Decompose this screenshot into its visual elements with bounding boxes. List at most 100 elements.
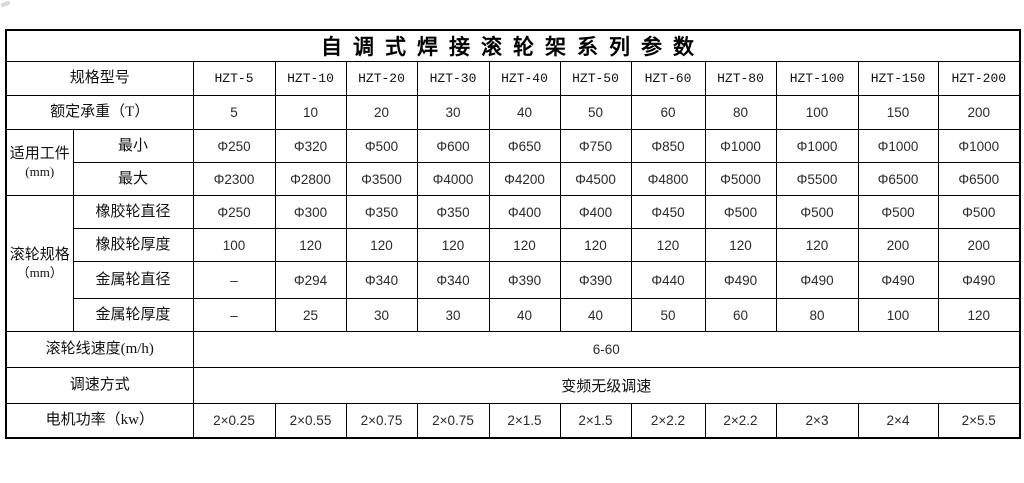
model-header: HZT-60 — [630, 61, 706, 96]
model-header: HZT-10 — [274, 61, 347, 96]
model-header: HZT-30 — [416, 61, 490, 96]
title-row: 自调式焊接滚轮架系列参数 — [5, 29, 1021, 62]
row-label: 调速方式 — [5, 367, 194, 404]
value-cell: 200 — [937, 228, 1021, 262]
rated-load-row: 额定承重（T） 5 10 20 30 40 50 60 80 100 150 2… — [5, 95, 1021, 130]
value-cell: Φ500 — [857, 195, 939, 229]
model-header: HZT-200 — [937, 61, 1021, 96]
value-cell: 40 — [559, 298, 632, 332]
value-cell: 40 — [488, 95, 561, 130]
model-header: HZT-50 — [559, 61, 632, 96]
value-cell: 2×4 — [857, 403, 939, 438]
value-cell: 50 — [559, 95, 632, 130]
row-label: 橡胶轮厚度 — [72, 228, 194, 262]
value-cell: Φ500 — [937, 195, 1021, 229]
value-cell: Φ850 — [630, 129, 706, 163]
value-cell: – — [192, 261, 276, 299]
model-header: HZT-20 — [345, 61, 418, 96]
value-cell: 150 — [857, 95, 939, 130]
value-cell: Φ440 — [630, 261, 706, 299]
value-cell: Φ250 — [192, 129, 276, 163]
value-cell: Φ450 — [630, 195, 706, 229]
value-cell: 25 — [274, 298, 347, 332]
value-cell: Φ490 — [775, 261, 859, 299]
value-cell: 60 — [630, 95, 706, 130]
value-cell: Φ490 — [937, 261, 1021, 299]
group-unit-text: (mm) — [25, 163, 55, 179]
value-cell: 120 — [488, 228, 561, 262]
value-cell: 120 — [559, 228, 632, 262]
value-cell: 100 — [192, 228, 276, 262]
value-cell: Φ4000 — [416, 162, 490, 196]
spec-table: 自调式焊接滚轮架系列参数 规格型号 HZT-5 HZT-10 HZT-20 HZ… — [5, 29, 1021, 439]
speed-control-row: 调速方式 变频无级调速 — [5, 367, 1021, 404]
value-cell: Φ350 — [416, 195, 490, 229]
value-cell: Φ500 — [345, 129, 418, 163]
value-cell: 120 — [704, 228, 777, 262]
corner-label: 规格型号 — [5, 61, 194, 96]
group-label-text: 滚轮规格 — [9, 247, 70, 263]
value-cell: 10 — [274, 95, 347, 130]
value-cell: Φ350 — [345, 195, 418, 229]
value-cell: Φ250 — [192, 195, 276, 229]
value-cell: Φ6500 — [857, 162, 939, 196]
value-cell: Φ300 — [274, 195, 347, 229]
value-cell: 120 — [937, 298, 1021, 332]
workpiece-group-label: 适用工件 (mm) — [5, 129, 74, 196]
value-cell: Φ1000 — [857, 129, 939, 163]
value-cell: Φ1000 — [775, 129, 859, 163]
line-speed-row: 滚轮线速度(m/h) 6-60 — [5, 331, 1021, 368]
value-cell: Φ490 — [857, 261, 939, 299]
value-cell: 2×1.5 — [559, 403, 632, 438]
value-cell: 120 — [416, 228, 490, 262]
rubber-thickness-row: 橡胶轮厚度 100 120 120 120 120 120 120 120 12… — [6, 228, 1021, 262]
value-cell: 2×0.25 — [192, 403, 276, 438]
row-label: 最小 — [72, 129, 194, 163]
value-cell: 40 — [488, 298, 561, 332]
value-cell: 2×0.75 — [416, 403, 490, 438]
screenshot-corner-artifact — [0, 0, 11, 8]
value-cell: 120 — [345, 228, 418, 262]
value-cell: 200 — [937, 95, 1021, 130]
roller-group-label: 滚轮规格 （mm） — [5, 195, 74, 332]
value-cell: Φ340 — [416, 261, 490, 299]
value-cell: Φ6500 — [937, 162, 1021, 196]
value-cell: Φ500 — [704, 195, 777, 229]
value-cell: Φ2800 — [274, 162, 347, 196]
value-cell: 2×2.2 — [630, 403, 706, 438]
row-label: 滚轮线速度(m/h) — [5, 331, 194, 368]
row-label: 电机功率（kw） — [5, 403, 194, 438]
value-cell: Φ5500 — [775, 162, 859, 196]
value-cell: Φ750 — [559, 129, 632, 163]
value-cell: Φ390 — [559, 261, 632, 299]
value-cell: 2×3 — [775, 403, 859, 438]
value-cell: 200 — [857, 228, 939, 262]
value-cell: 2×1.5 — [488, 403, 561, 438]
header-row: 规格型号 HZT-5 HZT-10 HZT-20 HZT-30 HZT-40 H… — [5, 61, 1021, 96]
value-cell: – — [192, 298, 276, 332]
value-cell: 30 — [345, 298, 418, 332]
value-cell: 5 — [192, 95, 276, 130]
value-cell: Φ2300 — [192, 162, 276, 196]
value-cell: Φ650 — [488, 129, 561, 163]
value-cell: Φ400 — [559, 195, 632, 229]
value-cell: 50 — [630, 298, 706, 332]
model-header: HZT-150 — [857, 61, 939, 96]
row-label: 金属轮直径 — [72, 261, 194, 299]
group-unit-text: （mm） — [16, 264, 63, 280]
value-cell: Φ400 — [488, 195, 561, 229]
value-cell: Φ1000 — [704, 129, 777, 163]
row-label: 最大 — [72, 162, 194, 196]
workpiece-min-row: 适用工件 (mm) 最小 Φ250 Φ320 Φ500 Φ600 Φ650 Φ7… — [5, 129, 1021, 196]
model-header: HZT-100 — [775, 61, 859, 96]
row-label: 橡胶轮直径 — [72, 195, 194, 229]
value-cell: 80 — [704, 95, 777, 130]
value-cell: Φ4500 — [559, 162, 632, 196]
value-cell: Φ340 — [345, 261, 418, 299]
row-label: 金属轮厚度 — [72, 298, 194, 332]
model-header: HZT-40 — [488, 61, 561, 96]
value-cell: 30 — [416, 298, 490, 332]
value-cell: 120 — [274, 228, 347, 262]
value-cell: Φ500 — [775, 195, 859, 229]
speed-control-value: 变频无级调速 — [192, 367, 1021, 404]
